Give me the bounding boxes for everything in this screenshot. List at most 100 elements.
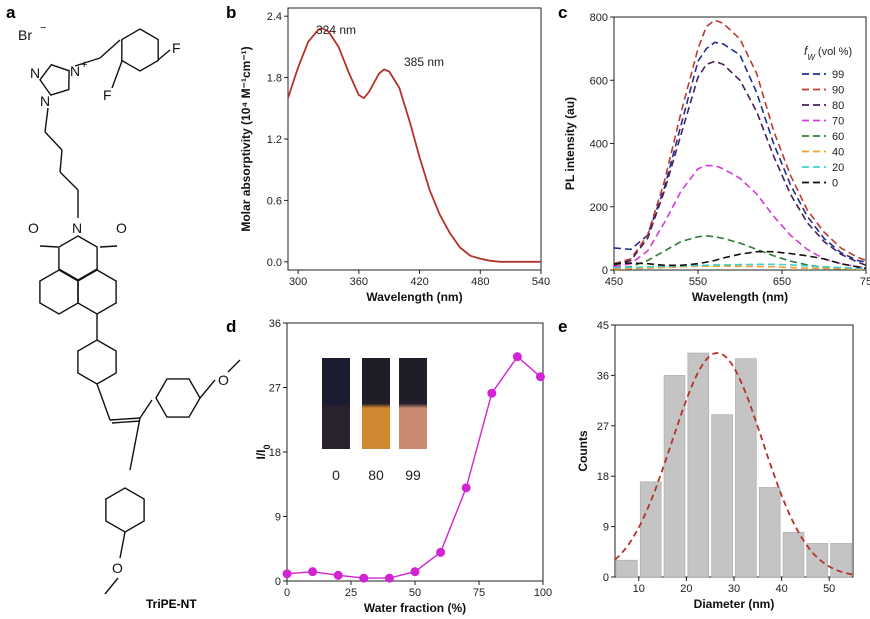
x-tick-label: 300 xyxy=(289,276,307,288)
legend-label-99: 99 xyxy=(832,69,844,81)
legend-title: fW (vol %) xyxy=(804,44,852,62)
atom-charge-minus: − xyxy=(40,22,46,34)
y-axis-label: Counts xyxy=(576,430,590,472)
bond xyxy=(199,379,216,399)
y-tick-label: 400 xyxy=(590,139,608,151)
legend-title-unit: (vol %) xyxy=(818,46,852,58)
atom-n1: N xyxy=(30,65,40,81)
data-point xyxy=(333,570,343,580)
x-tick-label: 540 xyxy=(532,276,550,288)
atom-n-plus: N xyxy=(70,63,80,79)
absorption-curve xyxy=(287,27,541,263)
y-tick-label: 45 xyxy=(597,320,609,332)
vial-label-99: 99 xyxy=(405,467,421,483)
methoxyphenyl-ring-bottom xyxy=(105,487,145,533)
y-tick-label: 18 xyxy=(269,447,281,459)
legend-label-70: 70 xyxy=(832,116,844,128)
y-tick-label: 9 xyxy=(275,512,281,524)
x-axis-label: Wavelength (nm) xyxy=(692,290,788,304)
histogram-bar xyxy=(806,543,829,578)
x-axis-label: Diameter (nm) xyxy=(694,597,775,611)
x-tick-label: 25 xyxy=(345,587,357,599)
x-tick-label: 30 xyxy=(728,583,740,595)
x-tick-label: 550 xyxy=(689,276,707,288)
data-point xyxy=(308,567,318,577)
data-point xyxy=(410,567,420,577)
pl-series-0 xyxy=(613,250,867,270)
x-axis-label: Wavelength (nm) xyxy=(366,290,462,304)
structure-atom-labels: Br − N + N N F F O O N O O TriPE-NT xyxy=(18,22,229,611)
atom-n2: N xyxy=(40,93,50,109)
x-tick-label: 75 xyxy=(473,587,485,599)
chart-e-size-histogram: 10 20 30 40 50 0 9 18 27 36 45 Diameter (nm) Counts xyxy=(576,320,854,611)
atom-charge-plus: + xyxy=(81,59,87,71)
x-tick-label: 40 xyxy=(775,583,787,595)
imide-ring xyxy=(58,235,98,281)
y-tick-label: 0 xyxy=(603,572,609,584)
vial-label-0: 0 xyxy=(332,467,340,483)
bond xyxy=(59,171,79,191)
x-tick-label: 360 xyxy=(350,276,368,288)
y-tick-label: 0.0 xyxy=(267,257,282,269)
histogram-bar xyxy=(687,352,710,578)
data-point xyxy=(487,388,497,398)
y-tick-label: 200 xyxy=(590,202,608,214)
x-tick-label: 0 xyxy=(284,587,290,599)
y-tick-label: 600 xyxy=(590,75,608,87)
panel-label-d: d xyxy=(226,317,236,336)
methoxyphenyl-ring-right xyxy=(155,378,201,418)
atom-f1: F xyxy=(172,40,181,56)
bond xyxy=(99,245,118,248)
legend-label-40: 40 xyxy=(832,147,844,159)
legend-label-80: 80 xyxy=(832,100,844,112)
pl-series-70 xyxy=(613,164,867,269)
gaussian-fit-curve xyxy=(614,352,854,576)
y-tick-label: 0.6 xyxy=(267,195,282,207)
panel-label-b: b xyxy=(226,3,236,22)
data-point xyxy=(436,547,446,557)
legend-label-20: 20 xyxy=(832,162,844,174)
bond xyxy=(74,57,101,67)
bond xyxy=(104,577,119,595)
vial-photo-0 xyxy=(322,358,350,449)
bond xyxy=(39,245,59,248)
histogram-bar xyxy=(735,358,757,578)
peak-annotation-385: 385 nm xyxy=(404,55,444,69)
x-tick-label: 480 xyxy=(471,276,489,288)
histogram-bar xyxy=(758,487,781,578)
legend-label-0: 0 xyxy=(832,178,838,190)
pl-series-40 xyxy=(613,265,866,270)
y-tick-label: 18 xyxy=(597,471,609,483)
bond xyxy=(96,383,111,421)
data-point xyxy=(359,573,369,583)
atom-n-imide: N xyxy=(72,220,82,236)
data-point xyxy=(282,569,292,579)
bond xyxy=(129,417,141,471)
x-tick-label: 50 xyxy=(823,583,835,595)
legend-label-60: 60 xyxy=(832,131,844,143)
y-tick-label: 27 xyxy=(597,421,609,433)
data-point xyxy=(384,573,394,583)
pl-series-99 xyxy=(613,41,867,263)
bond xyxy=(111,60,123,89)
y-tick-label: 9 xyxy=(603,522,609,534)
histogram-bar xyxy=(782,531,805,578)
atom-o-imide-right: O xyxy=(116,220,127,236)
histogram-bar xyxy=(663,375,686,578)
x-tick-label: 50 xyxy=(409,587,421,599)
pl-series-90 xyxy=(613,19,867,265)
pl-series-80 xyxy=(613,60,867,267)
y-tick-label: 1.8 xyxy=(267,73,282,85)
bond xyxy=(139,399,153,419)
y-tick-label: 36 xyxy=(269,318,281,330)
atom-f2: F xyxy=(103,87,112,103)
x-tick-label: 10 xyxy=(633,583,645,595)
y-tick-label: 2.4 xyxy=(267,11,282,23)
panel-label-a: a xyxy=(6,3,16,22)
bond xyxy=(119,531,126,559)
atom-o-imide-left: O xyxy=(28,220,39,236)
atom-o-methoxy-right: O xyxy=(218,372,229,388)
bond xyxy=(44,131,63,151)
data-point xyxy=(535,372,545,382)
y-tick-label: 36 xyxy=(597,370,609,382)
